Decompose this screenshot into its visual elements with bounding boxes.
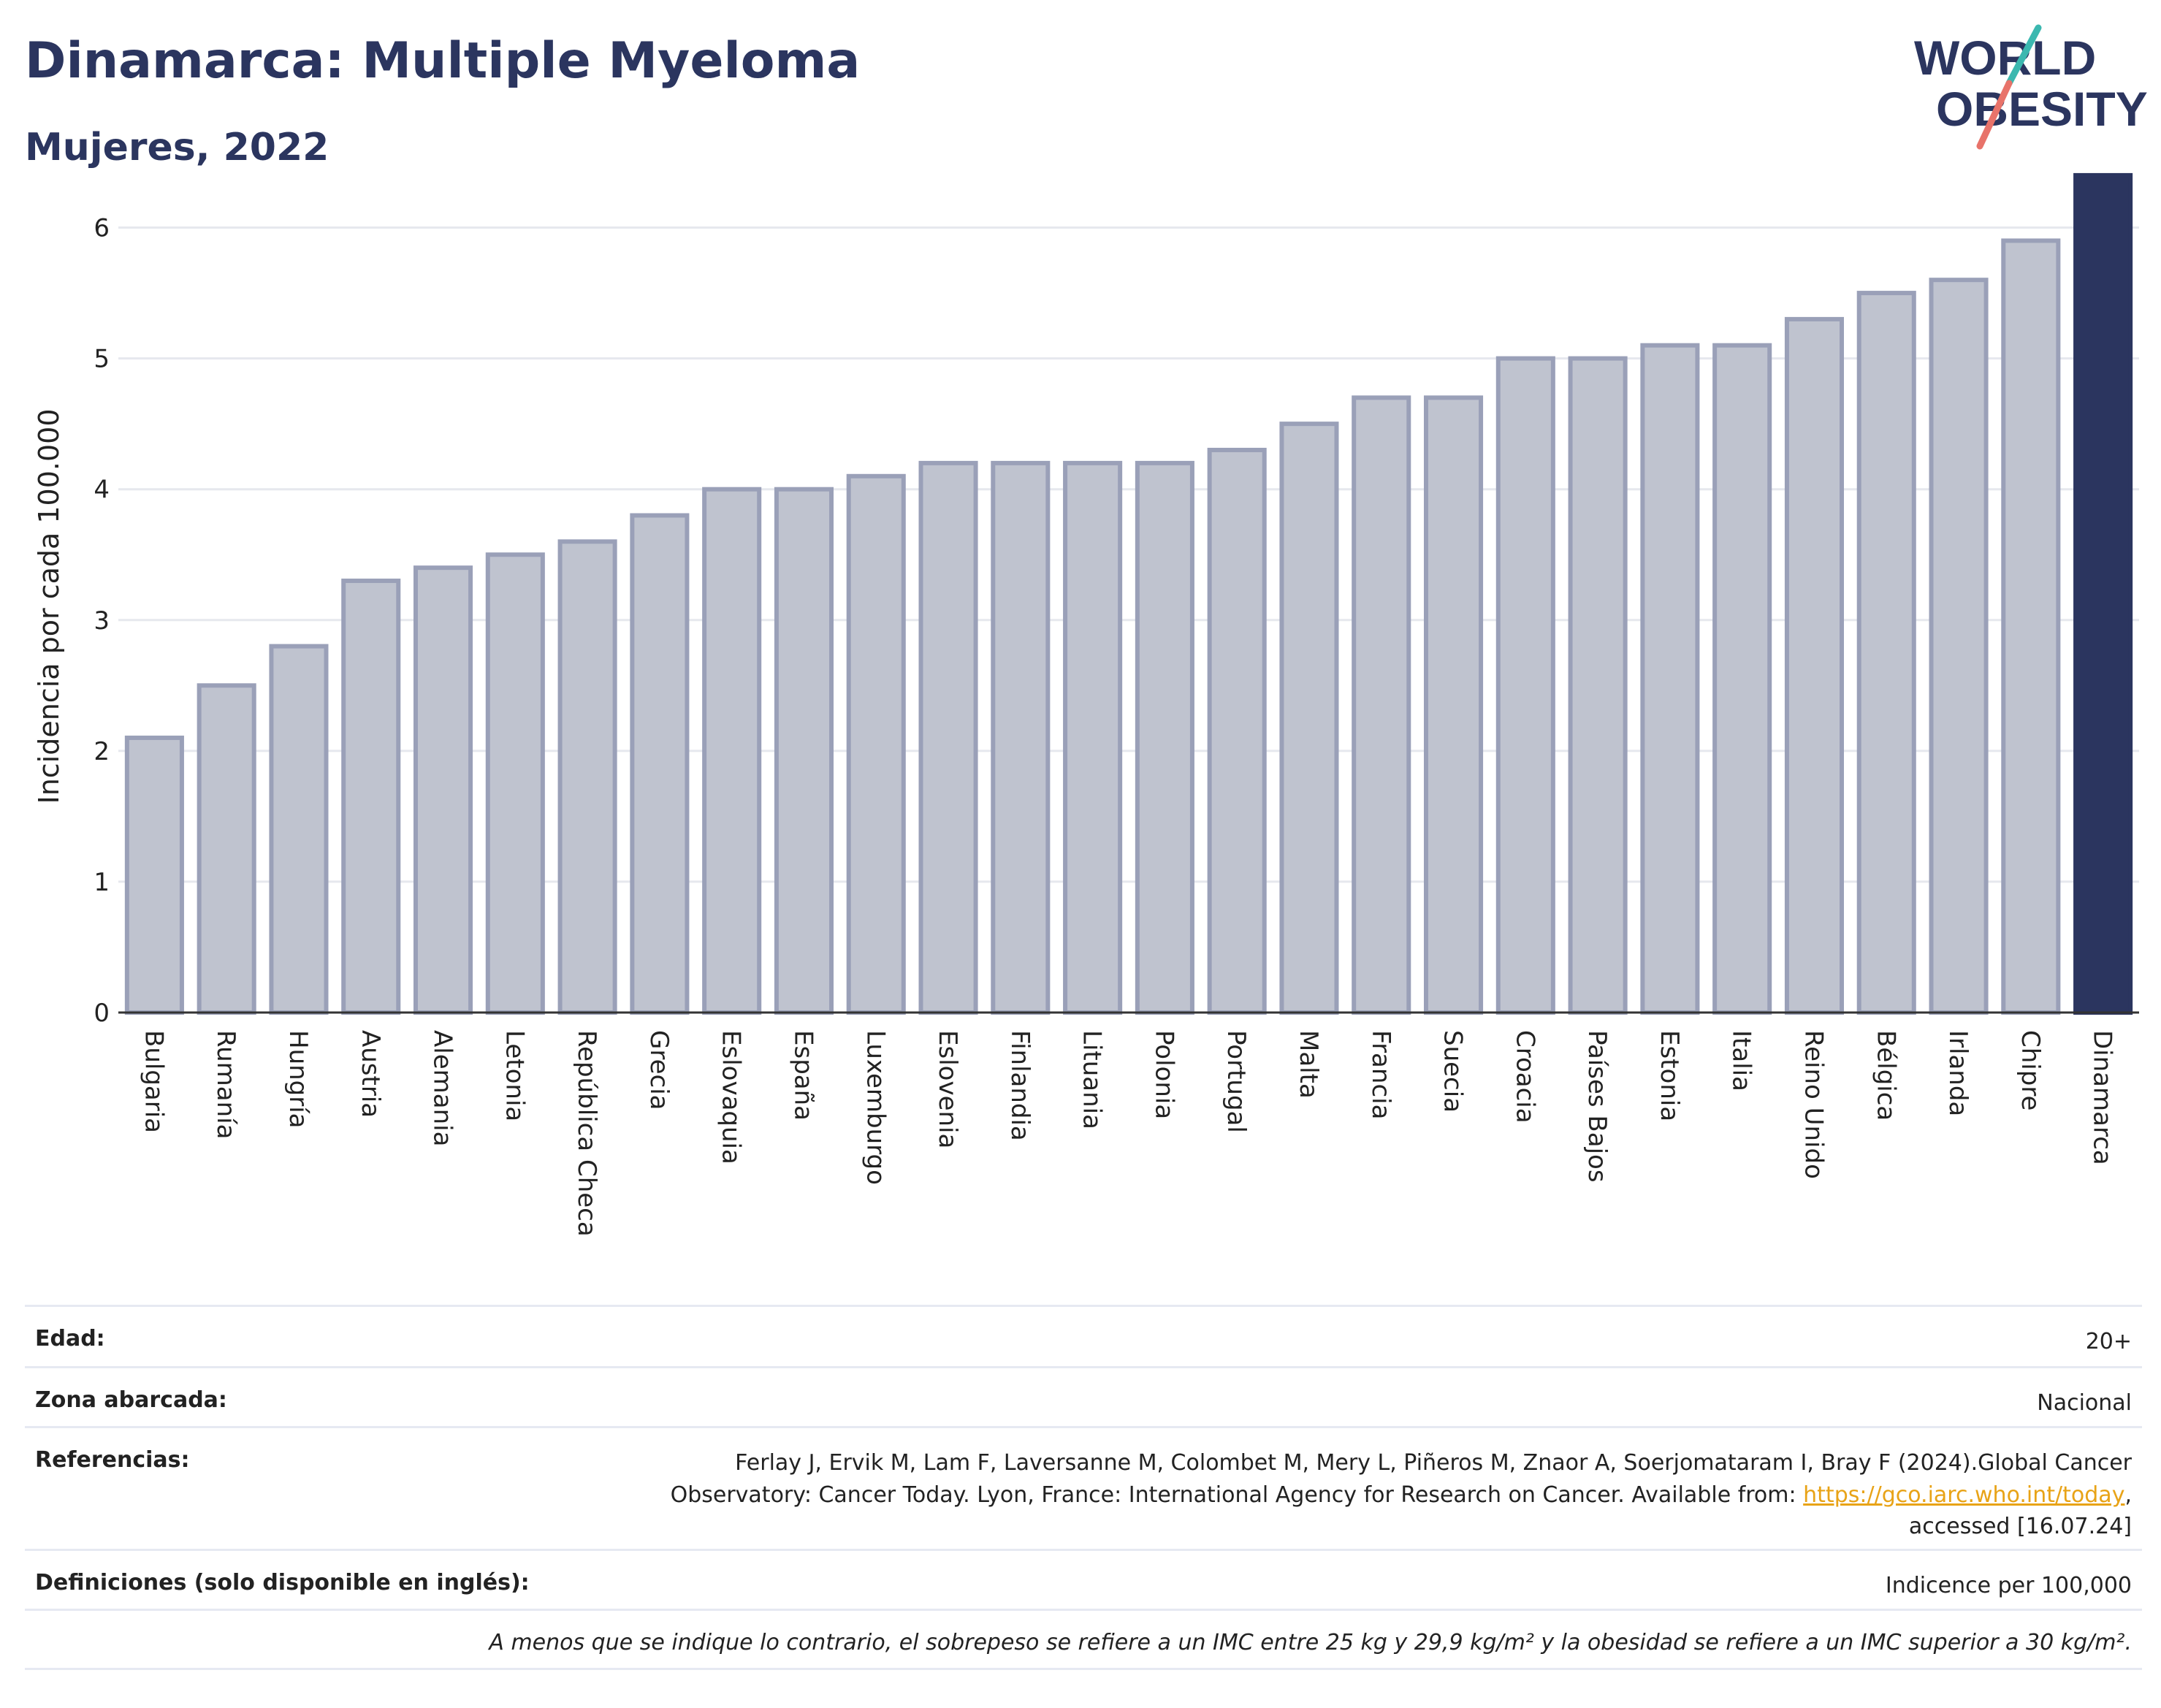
x-tick-label: Portugal: [1221, 1030, 1251, 1133]
bar-chipre: [2001, 238, 2061, 1015]
x-tick-label: Malta: [1294, 1030, 1323, 1099]
world-obesity-logo: WORLD OBESITY: [1914, 24, 2148, 150]
y-tick-label: 0: [94, 999, 110, 1028]
bar-letonia: [485, 552, 545, 1015]
age-value: 20+: [2085, 1329, 2132, 1354]
references-text-2: Observatory: Cancer Today. Lyon, France:…: [670, 1482, 1804, 1508]
meta-row-references: Referencias: Ferlay J, Ervik M, Lam F, L…: [25, 1426, 2142, 1549]
references-value: Ferlay J, Ervik M, Lam F, Laversanne M, …: [671, 1447, 2132, 1543]
bar-polonia: [1135, 460, 1194, 1015]
x-tick-label: Reino Unido: [1799, 1030, 1828, 1179]
definitions-label: Definiciones (solo disponible en inglés)…: [35, 1570, 530, 1595]
bar-eslovenia: [918, 460, 978, 1015]
chart-subtitle: Mujeres, 2022: [25, 126, 329, 169]
x-tick-label: Francia: [1366, 1030, 1395, 1119]
x-tick-label: Finlandia: [1005, 1030, 1034, 1141]
x-tick-label: Bulgaria: [139, 1030, 168, 1133]
y-tick-label: 4: [94, 476, 110, 505]
x-tick-label: Polonia: [1149, 1030, 1178, 1119]
x-tick-label: Suecia: [1438, 1030, 1468, 1113]
logo-slash-teal: [2005, 24, 2042, 87]
y-tick-label: 1: [94, 868, 110, 897]
logo-slash-coral: [1976, 80, 2013, 150]
references-label: Referencias:: [35, 1447, 190, 1473]
chart-title: Dinamarca: Multiple Myeloma: [25, 32, 861, 90]
y-tick-label: 2: [94, 737, 110, 766]
x-tick-label: Países Bajos: [1582, 1030, 1612, 1183]
bar-reino-unido: [1784, 316, 1845, 1015]
bar-portugal: [1207, 447, 1267, 1015]
references-text-1: Ferlay J, Ervik M, Lam F, Laversanne M, …: [735, 1450, 2132, 1476]
bar-bélgica: [1856, 291, 1916, 1015]
logo-text-world: WORLD: [1914, 31, 2096, 85]
x-tick-label: Croacia: [1510, 1030, 1539, 1124]
x-tick-label: Eslovaquia: [717, 1030, 746, 1164]
bar-estonia: [1640, 343, 1700, 1015]
bar-chart: 0 1 2 3 4 5 6 Bulgaria Rumanía Hungría Austria Alem…: [33, 172, 2139, 1237]
zone-label: Zona abarcada:: [35, 1387, 227, 1413]
logo-text-obesity: OBESITY: [1936, 82, 2148, 136]
meta-row-definitions: Definiciones (solo disponible en inglés)…: [25, 1549, 2142, 1609]
x-tick-label: Luxemburgo: [861, 1030, 890, 1185]
metadata-table: Edad: 20+ Zona abarcada: Nacional Refere…: [25, 1305, 2142, 1670]
bar-croacia: [1495, 356, 1555, 1015]
y-axis-label: Incidencia por cada 100.000: [33, 408, 65, 804]
x-tick-label: Hungría: [283, 1030, 313, 1129]
x-tick-label: Bélgica: [1871, 1030, 1900, 1121]
bar-alemania: [413, 565, 473, 1015]
bar-república-checa: [557, 539, 617, 1015]
bar-luxemburgo: [846, 473, 906, 1015]
bar-finlandia: [991, 460, 1051, 1015]
zone-value: Nacional: [2037, 1390, 2132, 1416]
bar-italia: [1712, 343, 1772, 1015]
bar-grecia: [630, 513, 690, 1015]
bar-españa: [774, 487, 834, 1015]
age-label: Edad:: [35, 1326, 105, 1351]
definitions-value: Indicence per 100,000: [1885, 1573, 2132, 1598]
x-tick-label: Rumanía: [211, 1030, 240, 1139]
bar-austria: [341, 579, 401, 1015]
bar-rumanía: [197, 683, 256, 1015]
bar-lituania: [1063, 460, 1123, 1015]
y-tick-label: 5: [94, 345, 110, 374]
x-tick-label: República Checa: [572, 1030, 601, 1237]
bar-dinamarca: [2073, 172, 2133, 1015]
x-tick-label: Estonia: [1655, 1030, 1684, 1121]
x-tick-label: Lituania: [1078, 1030, 1107, 1129]
x-tick-label: Irlanda: [1943, 1030, 1973, 1116]
x-tick-label: Chipre: [2016, 1030, 2045, 1110]
meta-row-note: A menos que se indique lo contrario, el …: [25, 1609, 2142, 1670]
x-tick-label: Italia: [1727, 1030, 1756, 1091]
x-tick-label: Eslovenia: [933, 1030, 962, 1148]
x-tick-label: España: [788, 1030, 817, 1121]
x-tick-label: Letonia: [500, 1030, 529, 1121]
meta-row-age: Edad: 20+: [25, 1305, 2142, 1366]
bar-francia: [1352, 395, 1411, 1015]
x-tick-label: Austria: [356, 1030, 385, 1118]
y-tick-label: 3: [94, 606, 110, 636]
x-tick-label: Dinamarca: [2088, 1030, 2117, 1165]
x-tick-label: Alemania: [428, 1030, 457, 1146]
bar-hungría: [269, 644, 329, 1015]
bar-bulgaria: [124, 735, 184, 1015]
bar-suecia: [1423, 395, 1484, 1015]
bar-eslovaquia: [702, 487, 762, 1015]
x-tick-label: Grecia: [644, 1030, 674, 1110]
bar-irlanda: [1929, 278, 1989, 1015]
footnote: A menos que se indique lo contrario, el …: [489, 1630, 2132, 1655]
axes: 0 1 2 3 4 5 6 Bulgaria Rumanía Hungría Austria Alem…: [94, 214, 2139, 1237]
references-link[interactable]: https://gco.iarc.who.int/today: [1803, 1482, 2125, 1508]
bar-malta: [1279, 422, 1339, 1015]
references-text-4: accessed [16.07.24]: [1908, 1514, 2132, 1539]
bars: [124, 172, 2133, 1015]
meta-row-zone: Zona abarcada: Nacional: [25, 1366, 2142, 1426]
y-tick-label: 6: [94, 214, 110, 243]
references-text-3: ,: [2124, 1482, 2132, 1508]
bar-países-bajos: [1568, 356, 1628, 1015]
